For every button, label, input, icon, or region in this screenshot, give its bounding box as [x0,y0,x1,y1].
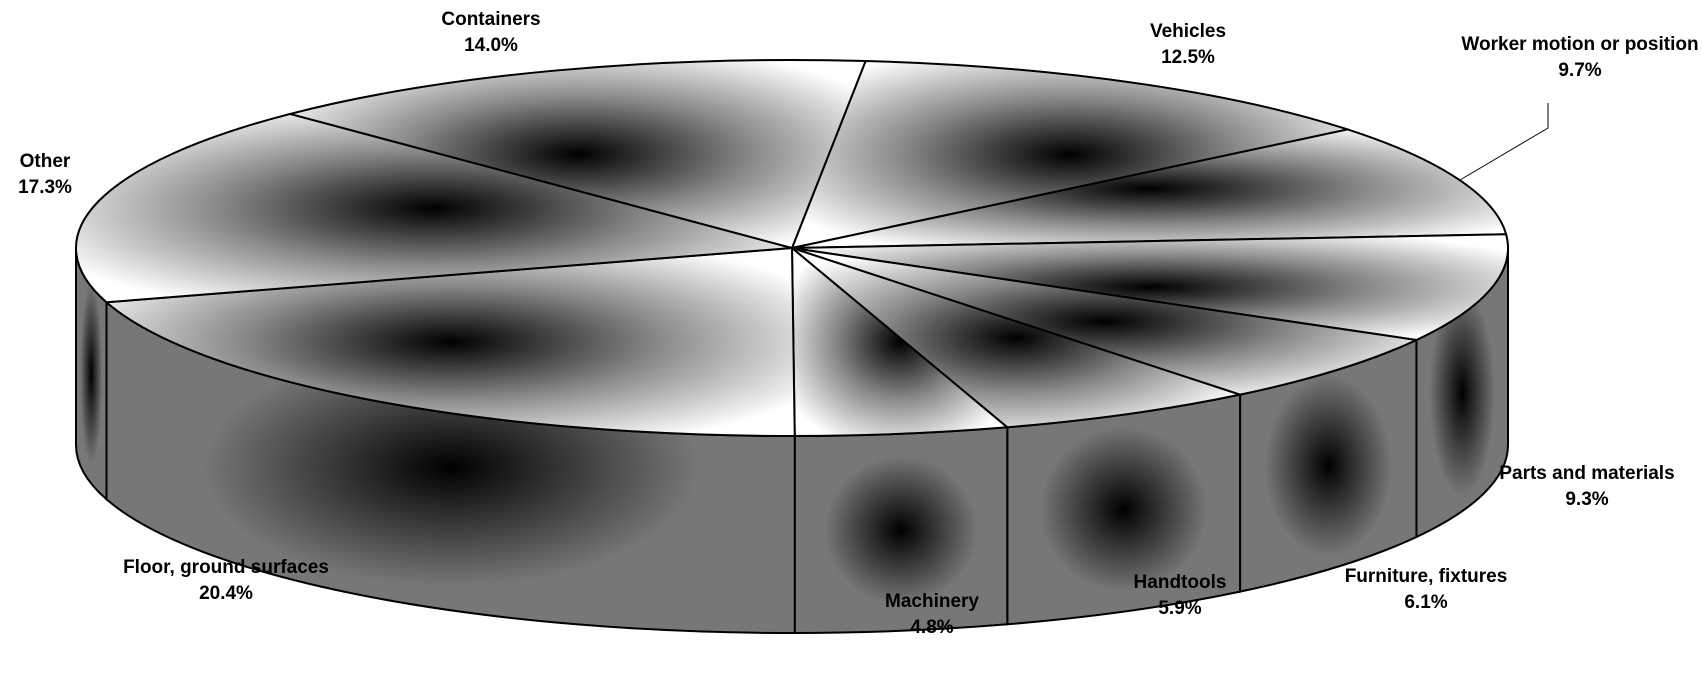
slice-label: Handtools [1134,572,1227,593]
slice-label: Vehicles [1150,21,1226,42]
slice-label: Worker motion or position [1461,34,1698,55]
slice-label: Parts and materials [1499,463,1674,484]
leader-line [1459,103,1549,181]
slice-value-label: 17.3% [18,177,72,198]
slice-top [791,247,1244,429]
slice-label: Machinery [885,591,979,612]
slice-top [104,246,796,437]
slice-top [790,245,1010,438]
slice-top [790,59,1352,250]
slice-value-label: 6.1% [1404,592,1447,613]
slice-value-label: 9.7% [1558,60,1601,81]
slice-label: Containers [441,9,540,30]
slice-top [286,59,868,250]
slice-top [791,233,1509,342]
slice-value-label: 9.3% [1565,489,1608,510]
slice-value-label: 14.0% [464,35,518,56]
slice-value-label: 5.9% [1158,598,1201,619]
slice-top [75,112,793,304]
slice-label: Furniture, fixtures [1345,566,1508,587]
slice-top [791,128,1508,249]
slice-label: Floor, ground surfaces [123,557,329,578]
slice-value-label: 20.4% [199,583,253,604]
slice-top [791,247,1420,396]
slice-label: Other [20,151,71,172]
slice-value-label: 4.8% [910,617,953,638]
slice-value-label: 12.5% [1161,47,1215,68]
